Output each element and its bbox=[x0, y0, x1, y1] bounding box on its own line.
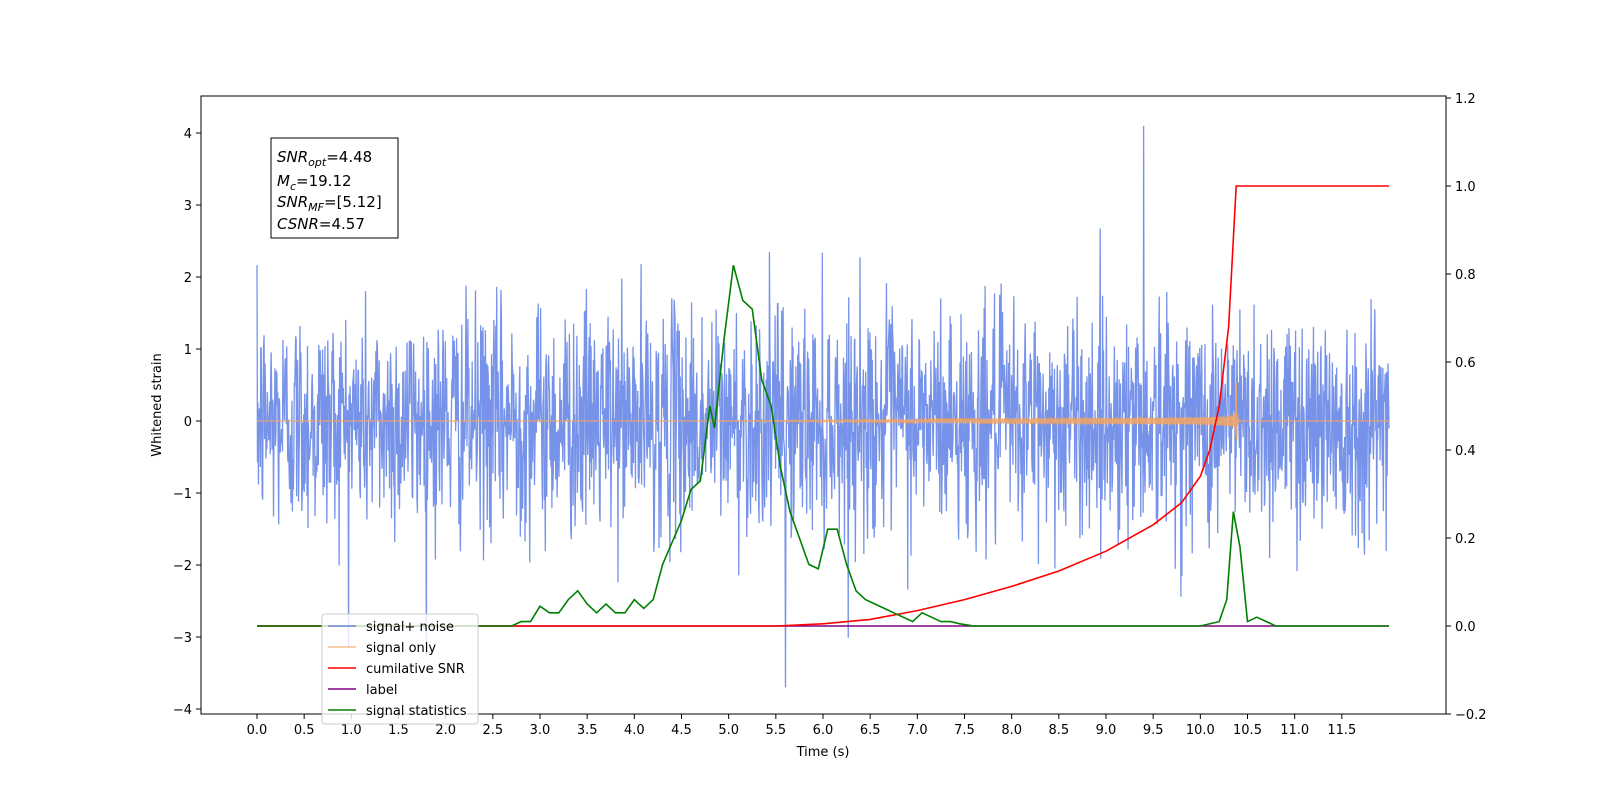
x-tick-label: 0.0 bbox=[247, 723, 268, 738]
signal-only-line bbox=[257, 382, 1389, 442]
legend-entry: signal statistics bbox=[366, 704, 467, 719]
x-tick-label: 10.0 bbox=[1186, 723, 1215, 738]
x-tick-label: 2.0 bbox=[435, 723, 456, 738]
legend-box bbox=[321, 613, 479, 725]
cumilative-snr-line bbox=[257, 185, 1389, 627]
legend: signal+ noise signal only cumilative SNR la… bbox=[321, 613, 479, 725]
x-tick-label: 1.0 bbox=[341, 723, 362, 738]
y-tick-label: −3 bbox=[173, 631, 192, 646]
y-axis-label: Whitened strain bbox=[150, 353, 165, 456]
x-tick-label: 5.5 bbox=[765, 723, 786, 738]
legend-entry: signal only bbox=[366, 641, 436, 656]
y2-tick-label: 0.4 bbox=[1455, 444, 1476, 459]
x-tick-label: 0.5 bbox=[294, 723, 315, 738]
x-tick-label: 1.5 bbox=[388, 723, 409, 738]
snr-mf-text: SNRMF=[5.12] bbox=[277, 193, 382, 214]
y-tick-label: −4 bbox=[173, 703, 192, 718]
y2-tick-label: 0.0 bbox=[1455, 620, 1476, 635]
y2-tick-label: 0.6 bbox=[1455, 356, 1476, 371]
y-tick-label: −2 bbox=[173, 559, 192, 574]
signal-only-path bbox=[257, 382, 1389, 442]
x-tick-label: 4.0 bbox=[624, 723, 645, 738]
x-tick-label: 9.0 bbox=[1096, 723, 1117, 738]
x-tick-label: 11.0 bbox=[1280, 723, 1309, 738]
y2-tick-label: 0.2 bbox=[1455, 532, 1476, 547]
x-tick-label: 11.5 bbox=[1327, 723, 1356, 738]
y-tick-label: 2 bbox=[184, 271, 192, 286]
x-tick-label: 9.5 bbox=[1143, 723, 1164, 738]
x-tick-label: 3.5 bbox=[577, 723, 598, 738]
y-tick-label: 0 bbox=[184, 415, 192, 430]
y-tick-label: 1 bbox=[184, 343, 192, 358]
x-tick-label: 7.5 bbox=[954, 723, 975, 738]
x-tick-label: 10.5 bbox=[1233, 723, 1262, 738]
x-tick-label: 8.5 bbox=[1048, 723, 1069, 738]
stats-annotation: SNRopt=4.48 Mc=19.12 SNRMF=[5.12] CSNR=4… bbox=[270, 137, 399, 239]
plot-area bbox=[256, 125, 1390, 688]
x-tick-label: 5.0 bbox=[718, 723, 739, 738]
y-tick-label: −1 bbox=[173, 487, 192, 502]
signal-statistics-line bbox=[257, 264, 1389, 627]
y2-tick-label: 0.8 bbox=[1455, 268, 1476, 283]
x-axis-label: Time (s) bbox=[796, 745, 850, 760]
y2-tick-label: 1.2 bbox=[1455, 92, 1476, 107]
y2-tick-label: 1.0 bbox=[1455, 180, 1476, 195]
legend-entry: signal+ noise bbox=[366, 620, 454, 635]
x-tick-label: 2.5 bbox=[482, 723, 503, 738]
mc-text: Mc=19.12 bbox=[277, 172, 352, 193]
legend-entry: cumilative SNR bbox=[366, 662, 465, 677]
legend-entry: label bbox=[366, 683, 397, 698]
y-tick-label: 3 bbox=[184, 199, 192, 214]
signal-noise-line bbox=[256, 125, 1390, 688]
x-tick-label: 6.0 bbox=[813, 723, 834, 738]
signal-noise-path bbox=[256, 125, 1390, 688]
x-tick-label: 4.5 bbox=[671, 723, 692, 738]
annotation-box bbox=[270, 137, 399, 239]
snr-opt-text: SNRopt=4.48 bbox=[277, 148, 372, 169]
y-tick-label: 4 bbox=[184, 127, 192, 142]
x-tick-label: 7.0 bbox=[907, 723, 928, 738]
csnr-text: CSNR=4.57 bbox=[277, 215, 365, 233]
y2-tick-label: −0.2 bbox=[1455, 708, 1487, 723]
x-tick-label: 8.0 bbox=[1001, 723, 1022, 738]
axes: 0.0 0.5 1.0 1.5 2.0 2.5 3.0 3.5 4.0 4.5 5.0 5.5 6.0 6… bbox=[150, 92, 1487, 760]
x-tick-label: 3.0 bbox=[530, 723, 551, 738]
x-tick-label: 6.5 bbox=[860, 723, 881, 738]
